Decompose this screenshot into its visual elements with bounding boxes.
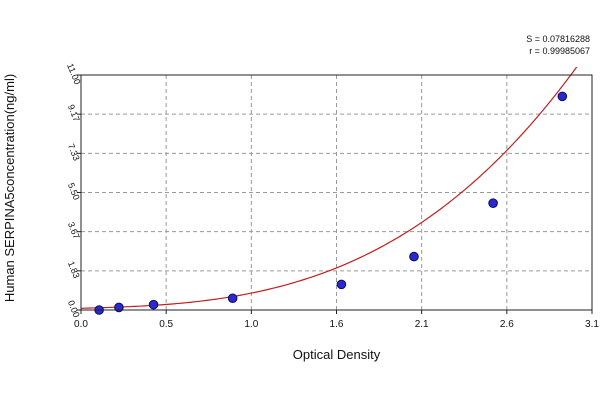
y-tick-label: 5.50 bbox=[66, 181, 82, 201]
x-tick-label: 0.5 bbox=[159, 319, 173, 330]
data-point bbox=[227, 293, 238, 304]
x-axis-title: Optical Density bbox=[293, 347, 381, 362]
y-tick-label: 1.83 bbox=[66, 260, 82, 280]
x-tick-label: 1.6 bbox=[330, 319, 344, 330]
axes-layer bbox=[77, 74, 593, 314]
data-point bbox=[409, 251, 419, 262]
x-tick-label: 2.1 bbox=[415, 319, 429, 330]
x-tick-label: 3.1 bbox=[585, 319, 599, 330]
y-tick-label: 9.17 bbox=[66, 103, 82, 123]
plot-frame bbox=[80, 74, 593, 311]
data-point bbox=[336, 279, 347, 290]
fit-curve-line bbox=[81, 67, 578, 309]
data-point bbox=[148, 299, 159, 310]
grid-layer bbox=[81, 75, 592, 310]
x-tick-label: 0.0 bbox=[74, 319, 88, 330]
y-tick-label: 7.33 bbox=[66, 142, 82, 162]
fit-statistic-r: r = 0.99985067 bbox=[529, 46, 590, 56]
y-tick-label: 3.67 bbox=[66, 221, 82, 241]
data-points-layer bbox=[94, 91, 568, 315]
data-point bbox=[557, 91, 568, 102]
data-point bbox=[488, 198, 498, 208]
fit-curve-layer bbox=[81, 67, 578, 309]
x-tick-label: 1.0 bbox=[244, 319, 258, 330]
x-tick-label: 2.6 bbox=[500, 319, 514, 330]
y-axis-title: Human SERPINA5concentration(ng/ml) bbox=[2, 74, 17, 302]
y-tick-label: 11.00 bbox=[65, 62, 82, 86]
y-tick-label: 0.00 bbox=[66, 299, 82, 319]
fit-statistic-s: S = 0.07816288 bbox=[526, 34, 590, 44]
labels-layer: Optical Density Human SERPINA5concentrat… bbox=[2, 34, 599, 362]
